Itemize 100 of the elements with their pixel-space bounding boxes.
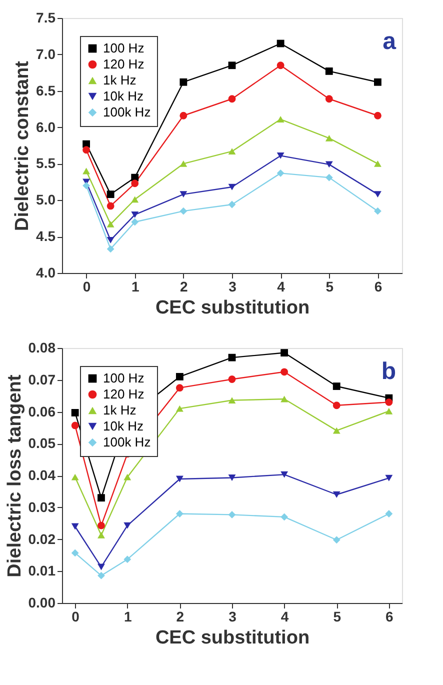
point <box>228 397 236 404</box>
point <box>228 184 236 190</box>
point <box>276 116 284 122</box>
x-tick-label: 2 <box>176 608 184 624</box>
point <box>332 536 340 544</box>
x-tick-label: 3 <box>228 608 237 624</box>
point <box>228 95 236 103</box>
point <box>280 368 288 376</box>
point <box>124 522 132 529</box>
point <box>131 180 139 188</box>
legend-label: 1k Hz <box>103 402 136 418</box>
point <box>280 349 288 356</box>
point <box>131 212 139 218</box>
x-tick-label: 5 <box>333 608 342 624</box>
point <box>176 510 184 518</box>
point <box>106 245 114 253</box>
point <box>325 161 333 168</box>
point <box>332 427 340 434</box>
point <box>325 95 333 103</box>
x-axis-title: CEC substitution <box>155 298 310 318</box>
x-tick-label: 0 <box>72 608 80 624</box>
point <box>106 237 114 244</box>
point <box>228 200 236 208</box>
legend-label: 10k Hz <box>103 88 144 104</box>
point <box>124 556 132 564</box>
legend-label: 100k Hz <box>103 104 151 120</box>
point <box>176 372 184 380</box>
point <box>374 78 382 86</box>
point <box>385 398 393 406</box>
point <box>325 135 333 142</box>
x-tick-label: 6 <box>386 608 394 624</box>
y-tick-label: 0.01 <box>28 562 56 579</box>
point <box>82 168 90 174</box>
y-tick-label: 0.04 <box>28 467 56 483</box>
legend-label: 120 Hz <box>103 386 144 402</box>
point <box>385 408 393 414</box>
point <box>98 532 105 538</box>
point <box>176 405 184 412</box>
y-tick-label: 0.00 <box>28 594 56 610</box>
point <box>228 511 236 518</box>
x-tick-label: 1 <box>124 608 132 624</box>
annotation: a <box>382 28 397 55</box>
point <box>106 190 114 198</box>
x-tick-label: 2 <box>180 278 188 294</box>
point <box>82 182 90 190</box>
point <box>82 146 90 154</box>
x-tick-label: 1 <box>131 278 140 294</box>
y-tick-label: 5.0 <box>36 192 56 208</box>
y-tick-label: 0.08 <box>28 340 56 356</box>
x-tick-label: 3 <box>228 278 237 294</box>
x-tick-label: 4 <box>277 278 286 294</box>
point <box>228 148 236 155</box>
point <box>276 40 284 48</box>
y-tick-label: 0.03 <box>28 498 56 515</box>
annotation: b <box>381 358 396 385</box>
y-axis-title: Dielectric loss tangent <box>4 374 26 578</box>
x-tick-label: 5 <box>326 278 334 294</box>
point <box>131 218 139 226</box>
point <box>374 160 382 167</box>
y-tick-label: 7.0 <box>36 46 56 62</box>
point <box>385 510 393 518</box>
point <box>276 152 284 159</box>
x-axis-title: CEC substitution <box>155 628 310 648</box>
point <box>280 471 288 478</box>
point <box>228 354 236 362</box>
point <box>106 220 114 228</box>
x-tick-label: 4 <box>280 608 289 624</box>
point <box>228 62 236 70</box>
point <box>280 513 288 521</box>
point <box>124 474 132 480</box>
point <box>180 160 188 167</box>
point <box>374 191 382 198</box>
legend-label: 10k Hz <box>103 418 144 434</box>
y-tick-label: 0.06 <box>28 403 56 420</box>
y-tick-label: 5.5 <box>36 155 56 172</box>
point <box>332 402 340 410</box>
point <box>98 564 105 570</box>
y-tick-label: 6.5 <box>36 82 56 98</box>
point <box>71 523 79 530</box>
legend-label: 1k Hz <box>103 72 136 88</box>
legend-label: 120 Hz <box>103 56 144 72</box>
legend-label: 100 Hz <box>103 370 144 386</box>
point <box>276 169 284 177</box>
point <box>325 174 333 182</box>
y-tick-label: 7.5 <box>36 10 56 26</box>
point <box>276 62 284 70</box>
point <box>106 202 114 210</box>
point <box>98 494 105 502</box>
x-tick-label: 0 <box>82 278 91 294</box>
point <box>176 384 184 392</box>
point <box>180 191 188 198</box>
y-axis-title: Dielectric constant <box>12 60 34 231</box>
y-tick-label: 4.5 <box>36 228 56 244</box>
y-tick-label: 0.02 <box>28 530 56 547</box>
y-tick-label: 0.05 <box>28 435 56 452</box>
legend-label: 100 Hz <box>103 40 144 56</box>
point <box>98 572 105 580</box>
y-tick-label: 6.0 <box>36 118 56 135</box>
point <box>228 376 236 383</box>
point <box>71 474 79 480</box>
